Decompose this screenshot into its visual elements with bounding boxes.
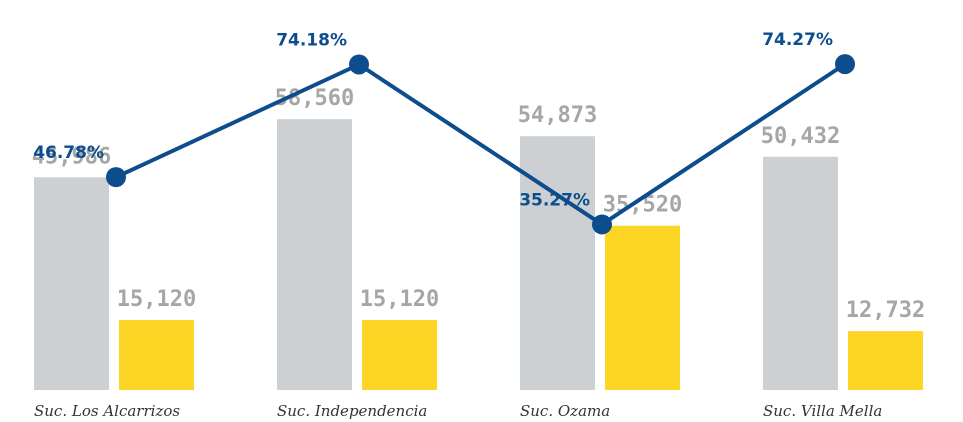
bar [119,320,194,390]
line-value-label: 35.27% [519,190,590,210]
value-label: 50,432 [761,124,840,149]
bar [362,320,437,390]
line-point [349,54,369,75]
bar [34,177,109,390]
line-value-label: 74.27% [762,30,833,50]
line-point [835,54,855,75]
x-tick-label: Suc. Independencia [277,402,427,420]
bar [605,225,680,390]
bar [848,331,923,390]
line-point [106,167,126,188]
x-tick-label: Suc. Villa Mella [763,402,882,420]
value-label: 15,120 [117,287,196,312]
value-label: 54,873 [518,103,597,128]
line [115,62,847,227]
x-tick-label: Suc. Los Alcarrizos [34,402,180,420]
value-label: 45,986 [32,144,111,169]
value-label: 12,732 [846,298,925,323]
line-value-label: 74.18% [276,30,347,50]
line-point [592,214,612,235]
x-tick-label: Suc. Ozama [520,402,610,420]
bar [277,119,352,390]
line-value-label: 46.78% [33,143,104,163]
value-label: 15,120 [360,287,439,312]
bar [520,136,595,390]
bar [763,156,838,390]
